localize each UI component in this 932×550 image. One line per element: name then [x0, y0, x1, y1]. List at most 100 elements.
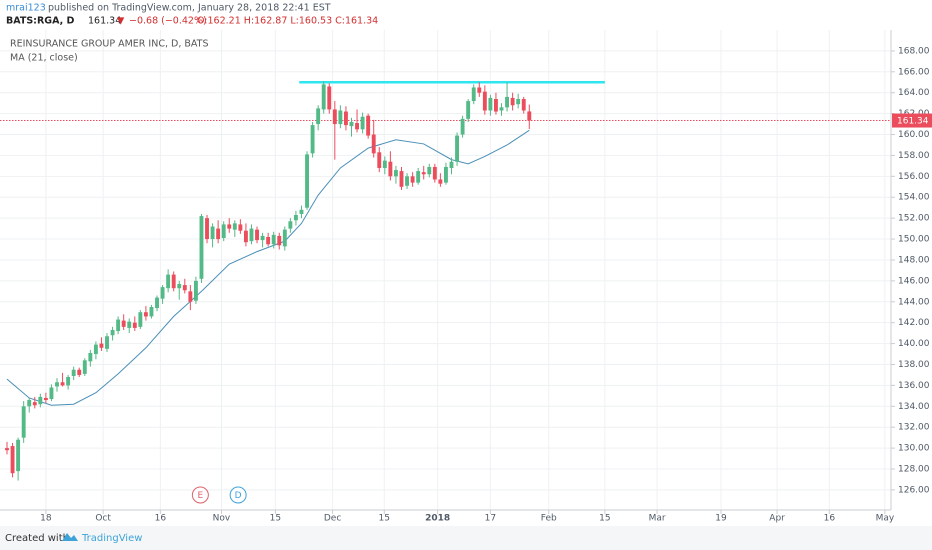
- candle-body: [466, 101, 471, 119]
- candle-body: [416, 171, 421, 183]
- y-tick-label: 140.00: [898, 339, 930, 349]
- x-tick-label: 18: [40, 514, 52, 524]
- candle-body: [288, 221, 293, 229]
- candle-body: [132, 322, 137, 328]
- footer-brand[interactable]: TradingView: [81, 533, 142, 544]
- x-tick-label: 2018: [425, 514, 450, 524]
- candle-body: [49, 387, 54, 399]
- candle-body: [366, 115, 371, 136]
- y-tick-label: 146.00: [898, 276, 930, 286]
- candle-body: [77, 369, 82, 375]
- candle-body: [21, 406, 26, 438]
- candle-body: [405, 176, 409, 186]
- event-label: D: [235, 491, 242, 501]
- candle-body: [299, 209, 304, 214]
- y-tick-label: 144.00: [898, 297, 930, 307]
- candle-body: [116, 319, 121, 332]
- chart-title: REINSURANCE GROUP AMER INC, D, BATS: [10, 39, 208, 50]
- candle-body: [93, 344, 98, 355]
- candle-body: [43, 397, 48, 401]
- candle-body: [371, 134, 376, 154]
- candle-body: [305, 154, 309, 208]
- candle-body: [327, 86, 332, 110]
- y-tick-label: 164.00: [898, 88, 930, 98]
- grid: [0, 30, 891, 510]
- candle-body: [360, 116, 365, 130]
- x-tick-label: 16: [155, 514, 167, 524]
- candle-body: [438, 179, 443, 184]
- candle-body: [160, 287, 165, 299]
- candle-body: [205, 218, 209, 240]
- y-tick-label: 154.00: [898, 193, 930, 203]
- y-tick-label: 130.00: [898, 444, 930, 454]
- y-tick-label: 148.00: [898, 255, 930, 265]
- candle-body: [193, 280, 198, 301]
- candle-body: [388, 161, 393, 177]
- candle-body: [471, 87, 476, 102]
- x-tick-label: Apr: [769, 514, 785, 524]
- x-tick-label: May: [876, 514, 895, 524]
- candle-body: [66, 377, 71, 386]
- candle-body: [510, 97, 515, 106]
- y-tick-label: 156.00: [898, 172, 930, 182]
- y-tick-label: 142.00: [898, 318, 930, 328]
- candle-body: [55, 382, 59, 387]
- candle-body: [238, 224, 243, 231]
- candle-body: [277, 235, 282, 246]
- candle-body: [249, 228, 254, 242]
- candle-body: [138, 312, 143, 327]
- last-price-box: [892, 113, 932, 128]
- candle-body: [32, 402, 37, 406]
- candle-body: [293, 215, 298, 221]
- candle-body: [377, 152, 382, 168]
- candle-body: [232, 223, 237, 230]
- candle-body: [243, 230, 248, 243]
- candle-body: [143, 312, 148, 317]
- candle-body: [310, 125, 315, 154]
- ohlc: O:162.21 H:162.87 L:160.53 C:161.34: [197, 16, 378, 27]
- x-tick-label: Oct: [95, 514, 111, 524]
- candle-body: [427, 166, 432, 175]
- x-tick-label: 15: [599, 514, 610, 524]
- x-tick-label: 17: [485, 514, 496, 524]
- candle-body: [477, 87, 482, 93]
- candle-body: [260, 235, 265, 241]
- x-tick-label: 15: [379, 514, 390, 524]
- candle-body: [216, 228, 221, 240]
- candle-body: [210, 226, 215, 240]
- candle-body: [494, 98, 498, 112]
- brand-logo: [62, 533, 78, 541]
- arrow: ▼: [117, 16, 125, 27]
- candle-body: [171, 274, 176, 289]
- candle-body: [255, 229, 259, 241]
- candle-body: [16, 439, 21, 472]
- candle-body: [188, 291, 193, 302]
- last: 161.34: [88, 16, 121, 27]
- author[interactable]: mrai123: [6, 3, 46, 14]
- change: −0.68 (−0.42%): [129, 16, 207, 27]
- candle-body: [121, 320, 126, 327]
- y-tick-label: 134.00: [898, 402, 930, 412]
- ma-legend: MA (21, close): [10, 53, 78, 64]
- candle-body: [221, 224, 226, 239]
- candle-body: [393, 170, 398, 177]
- y-tick-label: 128.00: [898, 465, 930, 475]
- candle-body: [316, 108, 321, 125]
- candle-body: [10, 446, 15, 474]
- y-tick-label: 126.00: [898, 485, 930, 495]
- candle-body: [155, 297, 159, 309]
- footer-bar: [0, 526, 932, 550]
- candle-body: [399, 171, 404, 187]
- candle-body: [516, 98, 521, 105]
- candle-body: [521, 98, 526, 111]
- candle-body: [455, 135, 460, 162]
- y-tick-label: 132.00: [898, 423, 930, 433]
- event-marker: [191, 486, 209, 504]
- candle-body: [38, 396, 43, 405]
- candle-body: [527, 111, 532, 121]
- published: published on TradingView.com, January 28…: [48, 3, 331, 14]
- candle-body: [71, 369, 76, 376]
- candle-body: [88, 352, 93, 362]
